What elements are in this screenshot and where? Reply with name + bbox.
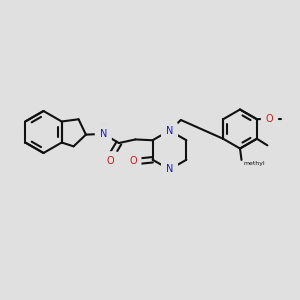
Text: N: N [166, 125, 173, 136]
Text: O: O [266, 114, 273, 124]
Text: O: O [129, 156, 136, 166]
Text: N: N [100, 129, 107, 139]
Text: O: O [107, 156, 115, 166]
Text: methyl: methyl [243, 161, 265, 166]
Text: H: H [100, 124, 106, 133]
Text: N: N [166, 164, 173, 175]
Text: H: H [164, 172, 170, 181]
